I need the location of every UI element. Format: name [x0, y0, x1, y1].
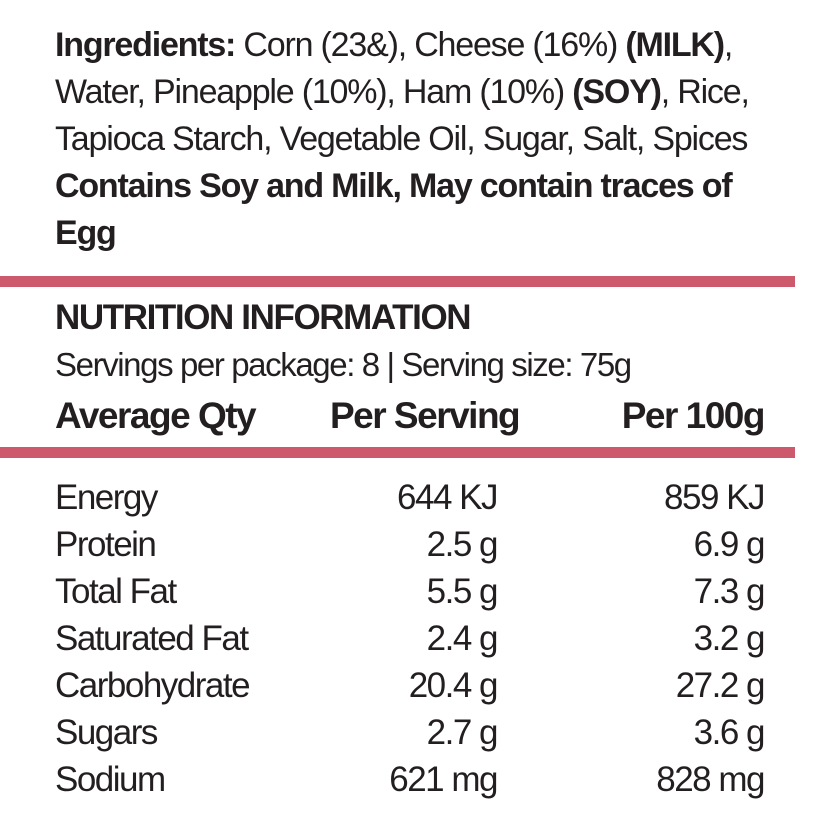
ingredients-part3: , Rice, Tapioca Starch, Vegetable Oil, S… — [55, 73, 750, 158]
header-per-serving: Per Serving — [330, 395, 521, 436]
header-per-100g: Per 100g — [621, 395, 766, 436]
per-serving-value: 5.5 g — [426, 572, 499, 611]
soy-allergen: (SOY) — [572, 73, 662, 111]
servings-info: Servings per package: 8 | Serving size: … — [55, 346, 632, 383]
per-100g-value: 7.3 g — [693, 572, 766, 611]
per-100g-value: 27.2 g — [675, 666, 766, 705]
table-row: Total Fat 5.5 g 7.3 g — [0, 572, 832, 619]
nutrient-name: Protein — [55, 525, 157, 564]
header-average-qty: Average Qty — [55, 395, 257, 436]
table-row: Energy 644 KJ 859 KJ — [0, 478, 832, 525]
per-100g-value: 828 mg — [656, 760, 765, 799]
ingredients-part2: , Water, Pineapple (10%), Ham (10%) — [55, 26, 733, 111]
nutrient-name: Sugars — [55, 713, 158, 752]
nutrition-title: NUTRITION INFORMATION — [55, 298, 472, 337]
nutrient-name: Total Fat — [55, 572, 177, 611]
per-serving-value: 2.7 g — [426, 713, 499, 752]
ingredients-text: Ingredients: Corn (23&), Cheese (16%) (M… — [55, 22, 795, 257]
divider-top — [0, 276, 795, 287]
table-row: Protein 2.5 g 6.9 g — [0, 525, 832, 572]
per-serving-value: 621 mg — [389, 760, 498, 799]
table-row: Sugars 2.7 g 3.6 g — [0, 713, 832, 760]
per-100g-value: 3.6 g — [693, 713, 766, 752]
per-100g-value: 3.2 g — [693, 619, 766, 658]
divider-header — [0, 447, 795, 458]
ingredients-label: Ingredients: — [55, 26, 236, 64]
per-serving-value: 644 KJ — [397, 478, 498, 517]
table-row: Sodium 621 mg 828 mg — [0, 760, 832, 807]
allergen-statement: Contains Soy and Milk, May contain trace… — [55, 167, 733, 252]
ingredients-part1: Corn (23&), Cheese (16%) — [235, 26, 626, 64]
nutrient-name: Saturated Fat — [55, 619, 249, 658]
table-row: Saturated Fat 2.4 g 3.2 g — [0, 619, 832, 666]
nutrient-name: Energy — [55, 478, 158, 517]
nutrient-name: Carbohydrate — [55, 666, 251, 705]
per-100g-value: 859 KJ — [664, 478, 765, 517]
per-serving-value: 2.5 g — [426, 525, 499, 564]
per-serving-value: 20.4 g — [408, 666, 499, 705]
per-serving-value: 2.4 g — [426, 619, 499, 658]
nutrient-name: Sodium — [55, 760, 166, 799]
per-100g-value: 6.9 g — [693, 525, 766, 564]
table-row: Carbohydrate 20.4 g 27.2 g — [0, 666, 832, 713]
milk-allergen: (MILK) — [625, 26, 725, 64]
